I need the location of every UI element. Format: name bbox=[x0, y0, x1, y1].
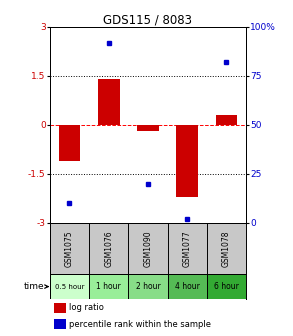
Text: log ratio: log ratio bbox=[69, 303, 104, 312]
Text: 0.5 hour: 0.5 hour bbox=[55, 284, 84, 290]
Bar bbox=[176, 125, 198, 197]
Text: GSM1075: GSM1075 bbox=[65, 230, 74, 267]
Text: 4 hour: 4 hour bbox=[175, 282, 200, 291]
Text: 2 hour: 2 hour bbox=[136, 282, 160, 291]
Text: time: time bbox=[23, 282, 44, 291]
Text: percentile rank within the sample: percentile rank within the sample bbox=[69, 320, 212, 329]
Text: 1 hour: 1 hour bbox=[96, 282, 121, 291]
Text: GSM1090: GSM1090 bbox=[144, 230, 152, 267]
Bar bbox=[137, 125, 159, 131]
Text: GSM1076: GSM1076 bbox=[104, 230, 113, 267]
Title: GDS115 / 8083: GDS115 / 8083 bbox=[103, 14, 193, 27]
Bar bbox=[216, 115, 237, 125]
Text: GSM1078: GSM1078 bbox=[222, 230, 231, 266]
Bar bbox=[89, 274, 128, 299]
Bar bbox=[50, 274, 89, 299]
Bar bbox=[54, 303, 66, 312]
Text: GSM1077: GSM1077 bbox=[183, 230, 192, 267]
Bar bbox=[98, 79, 120, 125]
Text: 6 hour: 6 hour bbox=[214, 282, 239, 291]
Bar bbox=[54, 319, 66, 329]
Bar bbox=[168, 274, 207, 299]
Bar bbox=[207, 274, 246, 299]
Bar bbox=[128, 274, 168, 299]
Bar bbox=[59, 125, 80, 161]
